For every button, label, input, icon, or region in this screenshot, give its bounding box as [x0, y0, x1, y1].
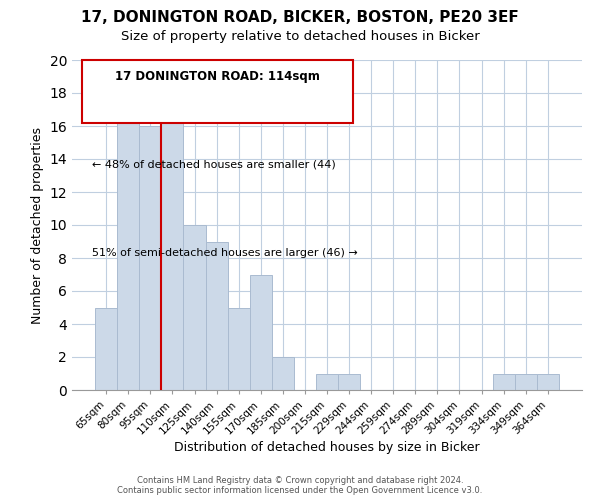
- Text: Contains HM Land Registry data © Crown copyright and database right 2024.
Contai: Contains HM Land Registry data © Crown c…: [118, 476, 482, 495]
- Bar: [227, 308, 250, 390]
- Bar: [250, 274, 272, 390]
- Bar: [139, 126, 161, 390]
- Text: 17, DONINGTON ROAD, BICKER, BOSTON, PE20 3EF: 17, DONINGTON ROAD, BICKER, BOSTON, PE20…: [81, 10, 519, 25]
- Bar: [537, 374, 559, 390]
- Text: ← 48% of detached houses are smaller (44): ← 48% of detached houses are smaller (44…: [92, 159, 336, 169]
- Text: Size of property relative to detached houses in Bicker: Size of property relative to detached ho…: [121, 30, 479, 43]
- Bar: [338, 374, 360, 390]
- Bar: [493, 374, 515, 390]
- Bar: [515, 374, 537, 390]
- Text: 17 DONINGTON ROAD: 114sqm: 17 DONINGTON ROAD: 114sqm: [115, 70, 320, 83]
- Bar: [117, 110, 139, 390]
- Text: 51% of semi-detached houses are larger (46) →: 51% of semi-detached houses are larger (…: [92, 248, 358, 258]
- Bar: [184, 225, 206, 390]
- Bar: [161, 110, 184, 390]
- Bar: [95, 308, 117, 390]
- FancyBboxPatch shape: [82, 60, 353, 122]
- Bar: [316, 374, 338, 390]
- X-axis label: Distribution of detached houses by size in Bicker: Distribution of detached houses by size …: [174, 442, 480, 454]
- Bar: [272, 357, 294, 390]
- Bar: [206, 242, 227, 390]
- Y-axis label: Number of detached properties: Number of detached properties: [31, 126, 44, 324]
